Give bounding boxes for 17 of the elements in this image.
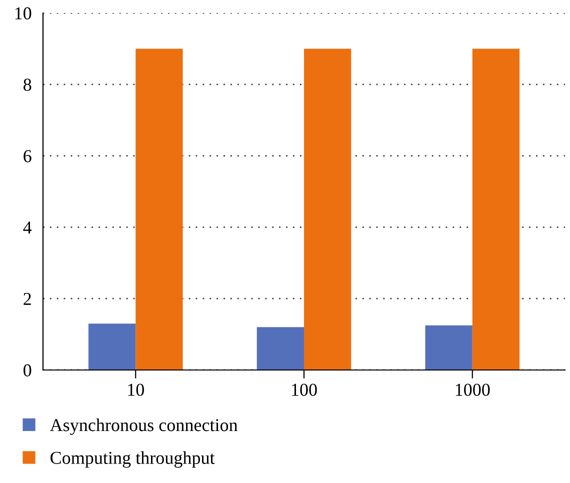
bar xyxy=(304,48,352,370)
bar xyxy=(472,48,520,370)
x-tick-label: 100 xyxy=(292,384,317,396)
legend-label: Computing throughput xyxy=(50,451,215,468)
bar xyxy=(88,324,136,370)
y-tick-label: 10 xyxy=(15,7,32,20)
bar xyxy=(136,48,183,370)
x-tick-label: 1000 xyxy=(456,384,490,396)
bar xyxy=(425,325,472,370)
y-tick-label: 4 xyxy=(23,222,32,234)
y-tick-label: 2 xyxy=(24,292,31,305)
x-tick-label: 10 xyxy=(128,384,144,396)
legend-label: Asynchronous connection xyxy=(50,418,238,435)
y-tick-label: 6 xyxy=(24,150,32,162)
y-tick-label: 0 xyxy=(24,364,32,376)
bar xyxy=(256,327,304,370)
y-tick-label: 8 xyxy=(24,78,32,91)
